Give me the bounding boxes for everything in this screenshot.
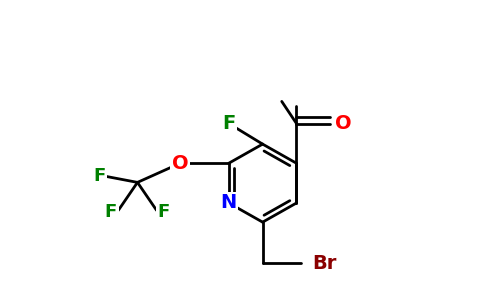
Text: Br: Br	[313, 254, 337, 273]
Text: F: F	[105, 203, 117, 221]
Text: O: O	[335, 114, 351, 133]
Text: O: O	[172, 154, 188, 173]
Text: F: F	[158, 203, 170, 221]
Text: F: F	[222, 114, 235, 133]
Text: N: N	[221, 194, 237, 212]
Text: F: F	[93, 167, 106, 185]
